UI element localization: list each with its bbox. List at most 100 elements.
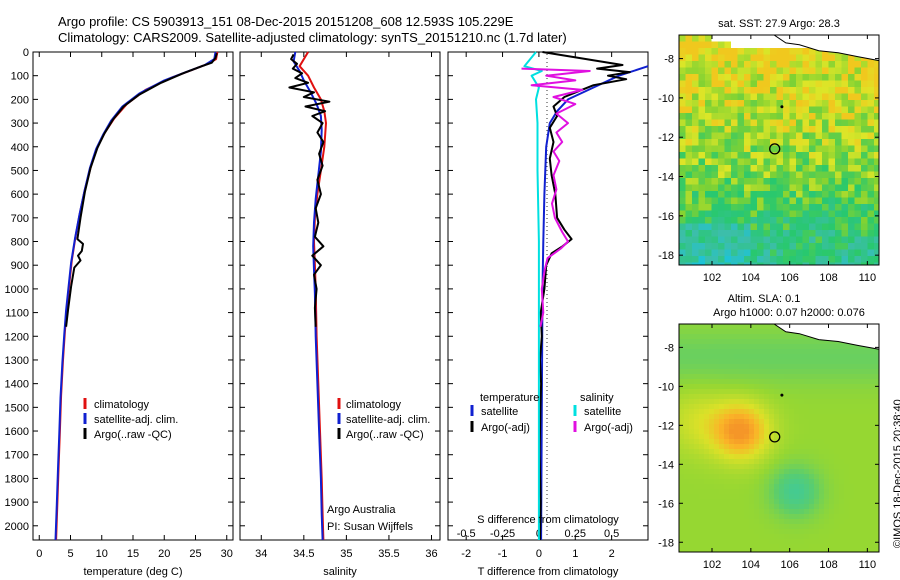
map-cell [776,106,784,114]
map-cell [737,236,745,244]
map-cell [769,479,775,485]
map-cell [874,499,879,505]
map-cell [729,489,735,495]
sla-map-title-line2: Argo h1000: 0.07 h2000: 0.076 [713,307,865,319]
map-cell [854,80,862,88]
map-cell [714,439,720,445]
map-cell [839,374,845,380]
map-cell [776,113,784,120]
map-cell [704,524,710,530]
map-cell [819,359,825,365]
map-cell [809,191,816,198]
map-cell [754,339,760,345]
map-cell [734,459,740,465]
map-cell [799,424,805,430]
map-cell [839,489,845,495]
map-cell [684,519,690,525]
map-cell [809,236,816,244]
map-cell [734,549,740,552]
map-cell [789,158,797,166]
map-cell [822,230,829,237]
map-cell [834,449,840,455]
map-cell [779,549,785,552]
map-cell [815,197,823,205]
map-cell [705,126,712,133]
map-cell [759,339,765,345]
map-cell [704,429,710,435]
map-cell [685,74,693,81]
lon-tick-label: 106 [780,559,798,571]
argo-position-marker [769,431,781,443]
map-cell [694,514,700,520]
map-cell [844,369,850,375]
map-cell [841,100,849,107]
map-cell [684,339,690,345]
map-cell [802,48,810,55]
map-cell [699,464,705,470]
map-cell [729,534,735,540]
map-cell [750,119,758,127]
map-cell [689,379,695,385]
map-cell [784,524,790,530]
map-cell [869,419,875,425]
map-cell [699,424,705,430]
map-cell [844,519,850,525]
map-cell [685,152,693,159]
map-cell [869,549,875,552]
map-cell [709,399,715,405]
map-cell [814,404,820,410]
map-cell [819,474,825,480]
principal-investigator-label: PI: Susan Wijffels [327,521,413,533]
map-cell [764,409,770,415]
map-cell [679,389,685,395]
map-cell [685,171,693,179]
map-cell [874,61,879,68]
map-cell [815,210,823,218]
map-cell [828,152,836,159]
map-cell [694,369,700,375]
map-cell [744,484,750,490]
map-cell [711,41,719,49]
map-cell [718,197,725,205]
map-cell [783,93,790,101]
map-cell [848,100,855,107]
map-cell [774,474,780,480]
map-cell [718,210,725,218]
map-cell [724,113,732,120]
map-cell [711,126,719,133]
map-cell [784,539,790,545]
map-cell [718,119,725,127]
map-cell [784,494,790,500]
map-cell [819,414,825,420]
map-cell [864,359,870,365]
map-cell [796,100,803,107]
map-cell [804,509,810,515]
map-cell [809,139,816,146]
salinity-ticks: 34 34.5 35 35.5 36 [240,51,440,560]
map-cell [784,399,790,405]
map-cell [869,414,875,420]
map-cell [829,404,835,410]
map-cell [694,524,700,530]
map-cell [776,184,784,192]
map-cell [839,424,845,430]
map-cell [759,369,765,375]
x-tick-label: 35.5 [378,548,399,560]
map-cell [709,449,715,455]
map-cell [809,165,816,172]
map-cell [799,429,805,435]
map-cell [763,35,771,42]
map-cell [861,132,868,140]
map-cell [861,165,868,172]
map-cell [759,399,765,405]
map-cell [754,399,760,405]
map-cell [749,509,755,515]
figure-title-line2: Climatology: CARS2009. Satellite-adjuste… [58,30,567,45]
map-cell [749,334,755,340]
map-cell [784,344,790,350]
map-cell [737,35,745,42]
map-cell [699,399,705,405]
map-cell [804,374,810,380]
series-argo-raw-qc--line [65,52,218,327]
map-cell [763,158,771,166]
